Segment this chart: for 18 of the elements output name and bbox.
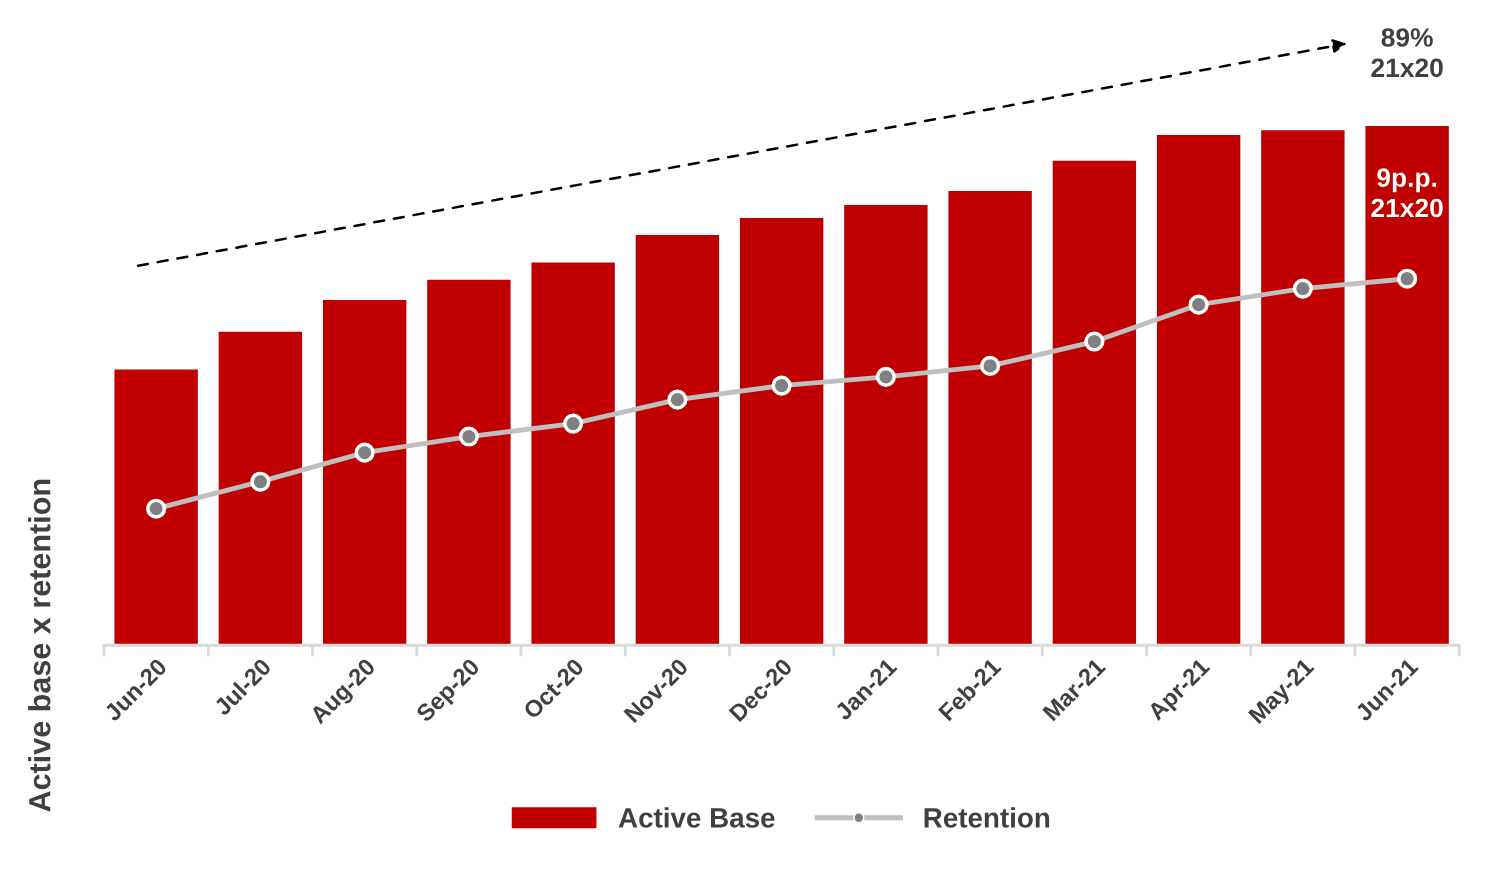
bar [218,331,303,646]
bar [1052,160,1137,646]
annotation: 9p.p. 21x20 [1371,168,1443,218]
bar [1261,130,1345,646]
bar [739,217,824,646]
bar [948,190,1032,646]
bar [635,235,720,646]
bar [114,369,198,646]
bar [1156,134,1241,646]
bar [427,279,511,646]
bar [531,262,615,646]
text: 89% 21x20 [1371,28,1443,78]
legend-label: Retention [924,807,1050,828]
legend-label: Active Base [618,807,775,828]
y-axis-title: Active base x retention [28,479,51,812]
bar [1365,126,1449,646]
bar [844,205,928,646]
bar [322,300,407,646]
